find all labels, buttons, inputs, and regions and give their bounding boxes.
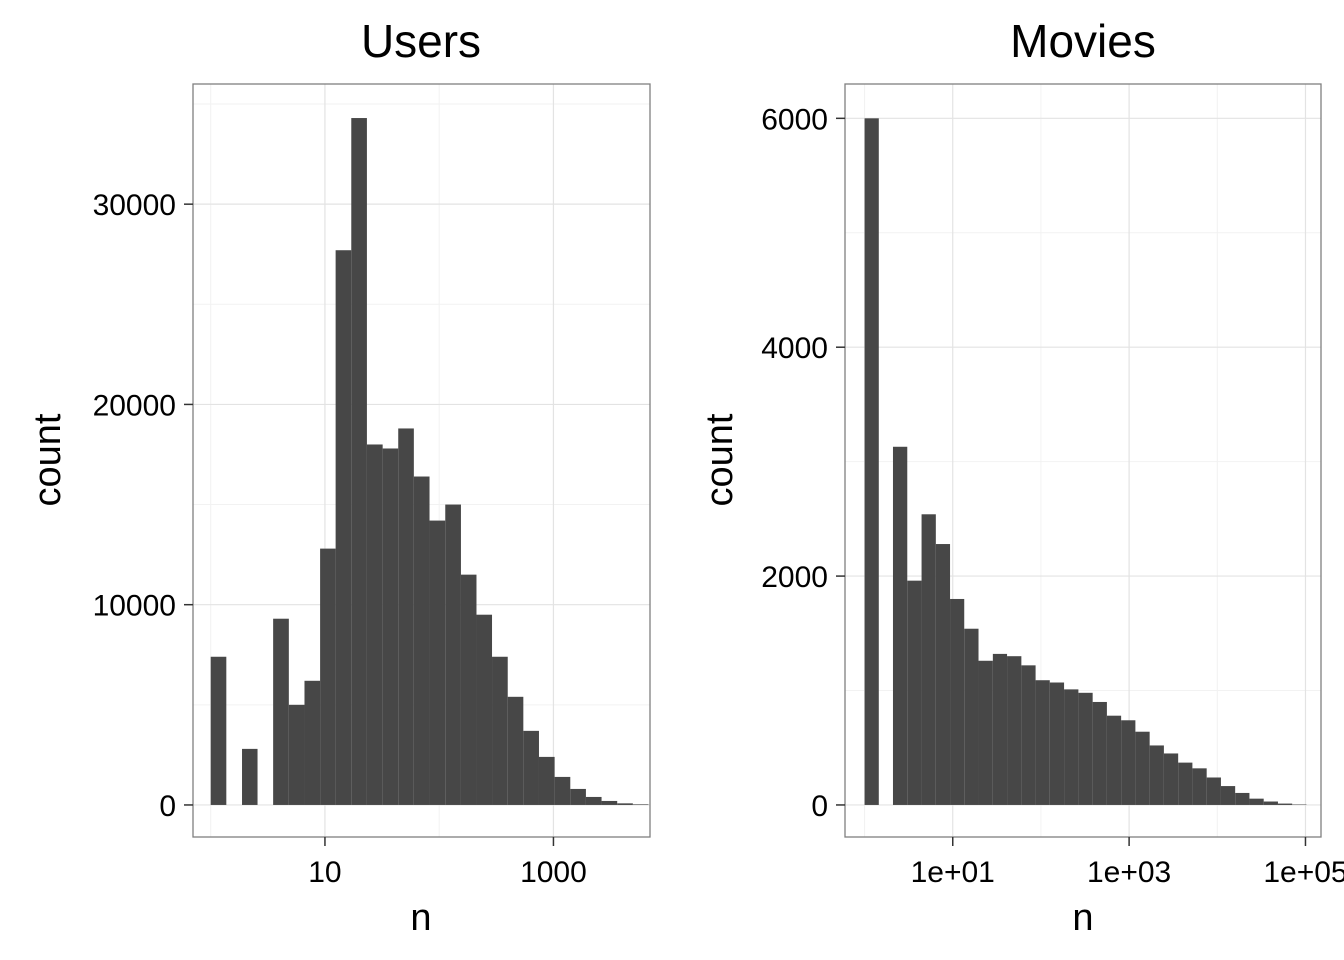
users-y-tick-label: 20000 xyxy=(93,389,176,422)
movies-y-tick-label: 4000 xyxy=(761,332,828,365)
movies-histogram-bar xyxy=(1135,731,1150,805)
movies-x-tick-label: 1e+03 xyxy=(1087,856,1171,889)
users-histogram-bar xyxy=(210,656,227,805)
movies-y-tick-label: 2000 xyxy=(761,561,828,594)
movies-histogram-bar xyxy=(1220,786,1236,805)
users-y-tick-label: 10000 xyxy=(93,590,176,623)
movies-panel-title: Movies xyxy=(1010,15,1156,67)
users-histogram-bar xyxy=(523,730,539,805)
movies-histogram-bar xyxy=(978,660,993,805)
users-histogram-bar xyxy=(538,756,555,805)
users-histogram-bar xyxy=(445,504,461,805)
movies-histogram-bar xyxy=(907,580,922,805)
movies-histogram-bar xyxy=(1092,701,1107,805)
movies-histogram-bar xyxy=(1021,665,1036,805)
movies-histogram-bar xyxy=(1049,682,1065,805)
movies-histogram-bar xyxy=(1192,768,1207,805)
users-histogram-bar xyxy=(585,796,602,805)
users-histogram-bar xyxy=(570,788,586,805)
users-x-tick-label: 1000 xyxy=(520,856,587,889)
movies-histogram-panel: Movies n count 0 2000 4000 6000 1e+01 1e+03 1e… xyxy=(699,15,1344,939)
users-histogram-bar xyxy=(320,548,336,805)
movies-x-tick-label: 1e+05 xyxy=(1263,856,1344,889)
users-y-tick-label: 0 xyxy=(159,790,176,823)
users-histogram-bar xyxy=(460,574,477,805)
users-histogram-bar xyxy=(366,444,383,805)
users-panel-border xyxy=(192,83,651,838)
movies-plot-area xyxy=(844,83,1322,838)
users-histogram-bar xyxy=(492,656,508,805)
users-histogram-bar xyxy=(507,696,524,805)
movies-histogram-bar xyxy=(1035,680,1050,805)
users-y-axis-title: count xyxy=(27,413,69,506)
movies-histogram-bar xyxy=(964,628,979,805)
users-histogram-bar xyxy=(382,448,399,805)
movies-histogram-bar xyxy=(950,598,965,805)
movies-histogram-bar xyxy=(1007,656,1022,805)
movies-histogram-bar xyxy=(892,446,908,805)
movies-histogram-bar xyxy=(1277,803,1293,805)
movies-panel-border xyxy=(844,83,1322,838)
movies-histogram-bar xyxy=(935,544,951,805)
users-histogram-panel: Users n count 0 10000 20000 30000 10 1000 xyxy=(27,15,651,939)
users-histogram-bar xyxy=(617,803,633,805)
movies-x-axis-title: n xyxy=(1072,897,1093,939)
users-histogram-bar xyxy=(413,476,430,805)
users-histogram-bar xyxy=(273,618,289,805)
users-histogram-bar xyxy=(554,776,571,805)
users-histogram-bar xyxy=(429,520,446,805)
movies-y-tick-label: 0 xyxy=(811,790,828,823)
movies-histogram-bar xyxy=(1064,689,1079,805)
movies-x-tick-label: 1e+01 xyxy=(911,856,995,889)
movies-histogram-bar xyxy=(864,118,879,805)
movies-histogram-bar xyxy=(1163,753,1179,805)
users-panel-title: Users xyxy=(361,15,481,67)
users-plot-area xyxy=(192,83,651,838)
users-histogram-bar xyxy=(476,614,493,805)
movies-histogram-bar xyxy=(1249,798,1264,805)
users-histogram-bar xyxy=(632,804,649,805)
movies-histogram-bar xyxy=(1121,720,1136,805)
users-y-tick-label: 30000 xyxy=(93,189,176,222)
users-histogram-bar xyxy=(601,800,618,805)
users-histogram-bar xyxy=(304,680,321,805)
users-histogram-bar xyxy=(351,118,367,805)
users-histogram-bar xyxy=(398,428,414,805)
movies-histogram-bar xyxy=(1149,745,1164,805)
movies-histogram-bar xyxy=(1235,792,1250,805)
movies-histogram-bar xyxy=(1106,715,1122,805)
movies-y-tick-label: 6000 xyxy=(761,103,828,136)
users-histogram-bar xyxy=(288,704,305,805)
movies-histogram-bar xyxy=(1178,762,1193,805)
users-histogram-bar xyxy=(242,748,258,805)
movies-histogram-bar xyxy=(921,514,936,805)
movies-histogram-bar xyxy=(1263,801,1278,805)
users-x-axis-title: n xyxy=(410,897,431,939)
movies-histogram-bar xyxy=(1206,777,1221,805)
movies-y-axis-title: count xyxy=(699,413,741,506)
movies-histogram-bar xyxy=(992,653,1008,805)
users-x-tick-label: 10 xyxy=(308,856,341,889)
users-histogram-bar xyxy=(335,250,352,805)
movies-histogram-bar xyxy=(1078,692,1093,805)
